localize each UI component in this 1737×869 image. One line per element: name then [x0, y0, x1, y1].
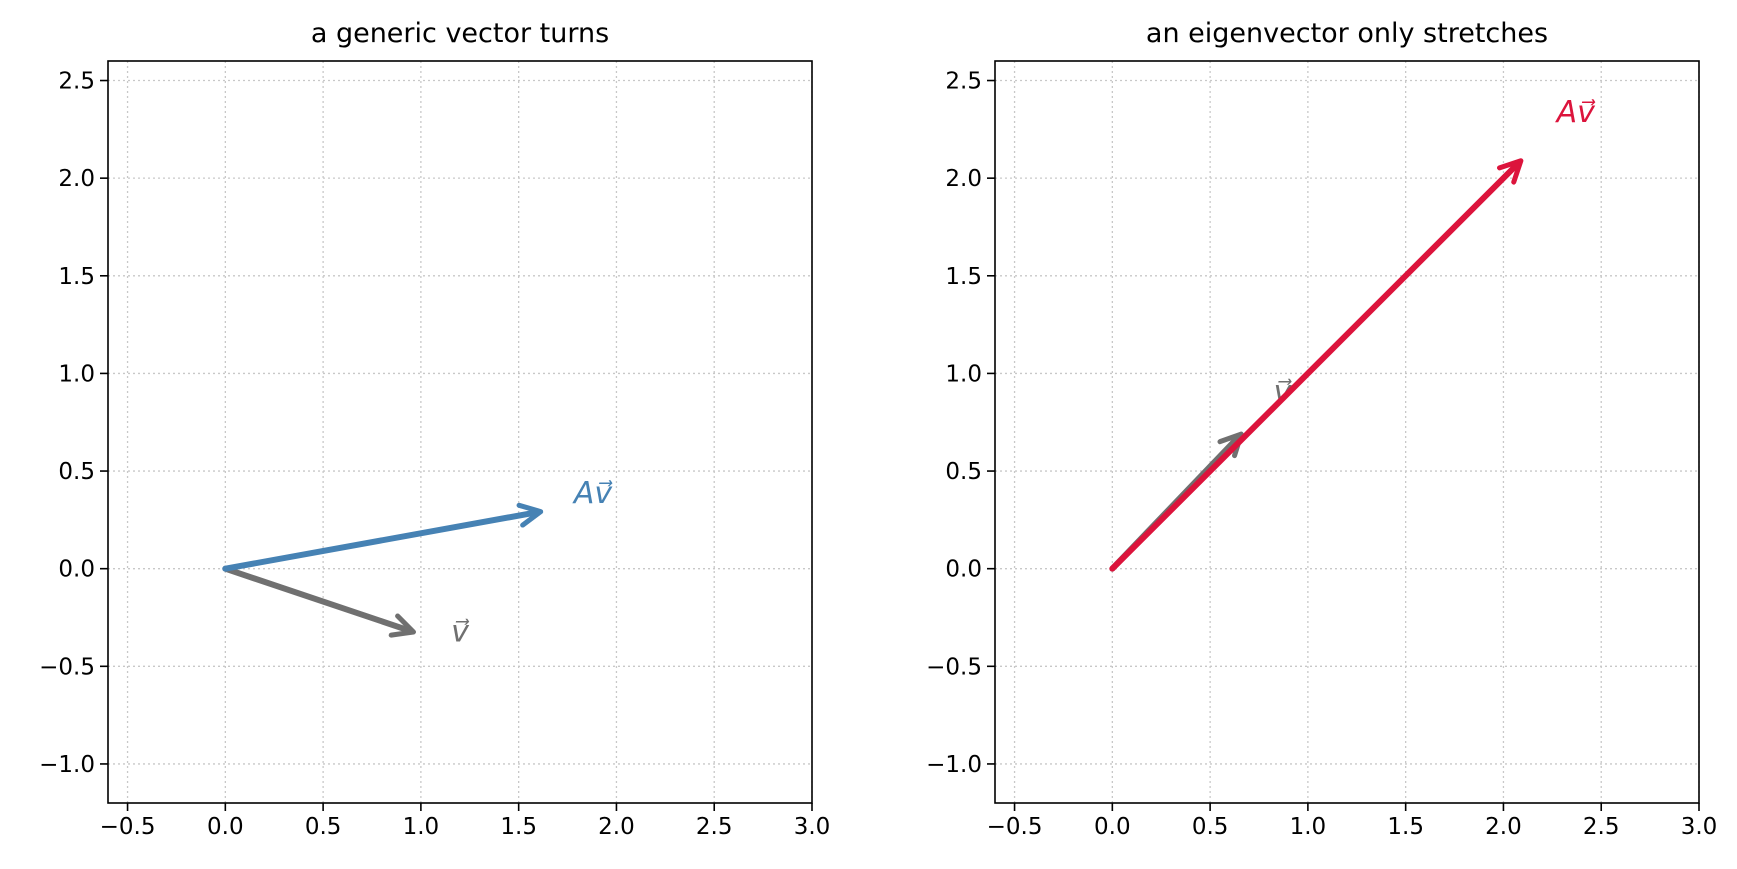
y-tick-label: −1.0	[926, 752, 982, 778]
y-tick-label: −0.5	[926, 654, 982, 680]
y-tick-label: 0.0	[58, 557, 95, 583]
vector-av	[1109, 158, 1524, 572]
axes-frame	[994, 60, 1700, 804]
y-tick-label: −0.5	[39, 654, 95, 680]
y-tick-label: −1.0	[39, 752, 95, 778]
y-tick-label: 2.5	[945, 69, 982, 95]
vector-label-av: Av⃗	[1555, 95, 1597, 130]
y-tick-label: 0.5	[58, 459, 95, 485]
y-tick-label: 0.0	[945, 557, 982, 583]
chart-title: an eigenvector only stretches	[1146, 18, 1548, 49]
x-tick-label: 3.0	[794, 814, 831, 840]
y-tick-label: 1.5	[945, 264, 982, 290]
y-tick-label: 2.5	[58, 69, 95, 95]
y-tick-label: 1.0	[945, 361, 982, 387]
x-tick-label: 0.0	[1094, 814, 1131, 840]
x-tick-label: 1.0	[403, 814, 440, 840]
x-tick-label: −0.5	[987, 814, 1043, 840]
x-tick-label: 2.0	[598, 814, 635, 840]
x-tick-label: −0.5	[100, 814, 156, 840]
x-tick-label: 2.5	[1583, 814, 1620, 840]
y-tick-label: 2.0	[945, 166, 982, 192]
x-tick-label: 2.5	[696, 814, 733, 840]
axes-frame	[107, 60, 813, 804]
vector-label-v: v⃗	[451, 615, 470, 650]
chart-title: a generic vector turns	[311, 18, 609, 49]
vector-v	[222, 565, 417, 638]
y-tick-label: 1.0	[58, 361, 95, 387]
y-tick-label: 1.5	[58, 264, 95, 290]
x-tick-label: 0.0	[207, 814, 244, 840]
vector-av	[222, 502, 544, 572]
x-tick-label: 1.5	[1387, 814, 1424, 840]
x-tick-label: 2.0	[1485, 814, 1522, 840]
x-tick-label: 1.0	[1290, 814, 1327, 840]
y-tick-label: 2.0	[58, 166, 95, 192]
vector-label-av: Av⃗	[572, 476, 614, 511]
x-tick-label: 0.5	[1192, 814, 1229, 840]
panel-eigenvector: v⃗Av⃗−0.5 0.0 0.5 1.0 1.5 2.0 2.5 3.0−1.0−0.50.…	[926, 18, 1717, 840]
x-tick-label: 0.5	[305, 814, 342, 840]
panel-generic-vector: v⃗ Av⃗ −0.5 0.0 0.5 1.0 1.5 2.0 2.5 3.0 −1.0 −0.5 0.…	[39, 18, 830, 840]
y-tick-label: 0.5	[945, 459, 982, 485]
x-tick-label: 3.0	[1681, 814, 1718, 840]
x-tick-label: 1.5	[500, 814, 537, 840]
